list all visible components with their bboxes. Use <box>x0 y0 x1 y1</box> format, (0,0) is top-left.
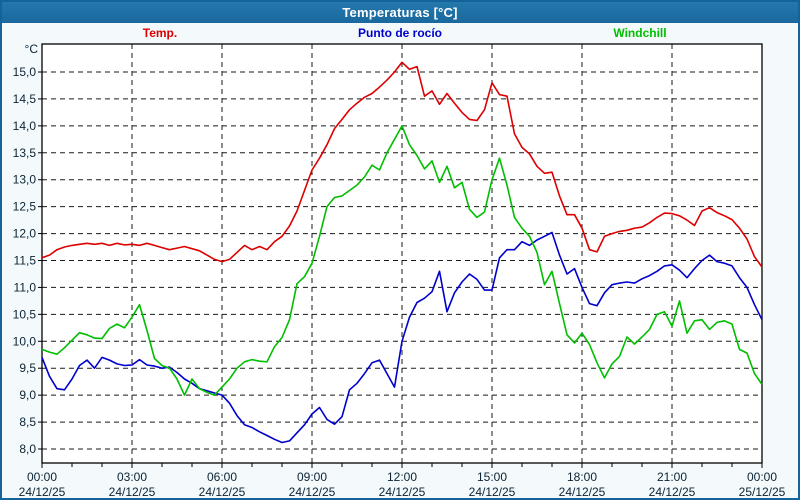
x-tick-time-label: 21:00 <box>657 470 687 484</box>
window-title: Temperaturas [°C] <box>342 5 458 20</box>
legend-item-dew-point: Punto de rocío <box>358 26 442 40</box>
x-tick-date-label: 24/12/25 <box>469 485 516 499</box>
x-tick-time-label: 03:00 <box>117 470 147 484</box>
x-tick-date-label: 24/12/25 <box>559 485 606 499</box>
x-tick-time-label: 00:00 <box>747 470 777 484</box>
y-tick-label: 11,5 <box>14 254 37 268</box>
y-axis-unit-label: °C <box>25 42 39 56</box>
y-tick-label: 8,0 <box>19 442 36 456</box>
x-tick-date-label: 24/12/25 <box>109 485 156 499</box>
x-tick-date-label: 24/12/25 <box>379 485 426 499</box>
y-tick-label: 13,5 <box>13 146 37 160</box>
y-tick-label: 14,0 <box>13 119 37 133</box>
y-tick-label: 15,0 <box>13 65 37 79</box>
x-tick-time-label: 12:00 <box>387 470 417 484</box>
series-line-windchill <box>41 125 763 396</box>
legend-item-temp: Temp. <box>142 26 178 40</box>
series-line-punto-de-roc-o <box>41 231 763 444</box>
x-tick-date-label: 24/12/25 <box>289 485 336 499</box>
x-tick-time-label: 06:00 <box>207 470 237 484</box>
x-tick-time-label: 18:00 <box>567 470 597 484</box>
y-tick-label: 10,5 <box>13 307 37 321</box>
x-tick-date-label: 24/12/25 <box>199 485 246 499</box>
x-tick-time-label: 09:00 <box>297 470 327 484</box>
y-tick-label: 11,0 <box>14 280 37 294</box>
y-tick-label: 13,0 <box>13 173 37 187</box>
x-tick-date-label: 25/12/25 <box>739 485 786 499</box>
window-title-bar: Temperaturas [°C] <box>2 2 798 23</box>
y-tick-label: 14,5 <box>13 92 37 106</box>
y-tick-label: 9,5 <box>19 361 36 375</box>
x-tick-date-label: 24/12/25 <box>19 485 66 499</box>
legend-item-windchill: Windchill <box>613 26 667 40</box>
chart-legend: Temp. Punto de rocío Windchill <box>40 26 760 42</box>
x-tick-date-label: 24/12/25 <box>649 485 696 499</box>
series-line-temp <box>41 61 763 268</box>
y-tick-label: 9,0 <box>19 388 36 402</box>
x-tick-time-label: 00:00 <box>27 470 57 484</box>
y-tick-label: 8,5 <box>19 415 36 429</box>
y-tick-label: 10,0 <box>13 334 37 348</box>
y-tick-label: 12,0 <box>13 227 37 241</box>
y-tick-label: 12,5 <box>13 200 37 214</box>
plot-border <box>41 43 763 464</box>
x-tick-time-label: 15:00 <box>477 470 507 484</box>
